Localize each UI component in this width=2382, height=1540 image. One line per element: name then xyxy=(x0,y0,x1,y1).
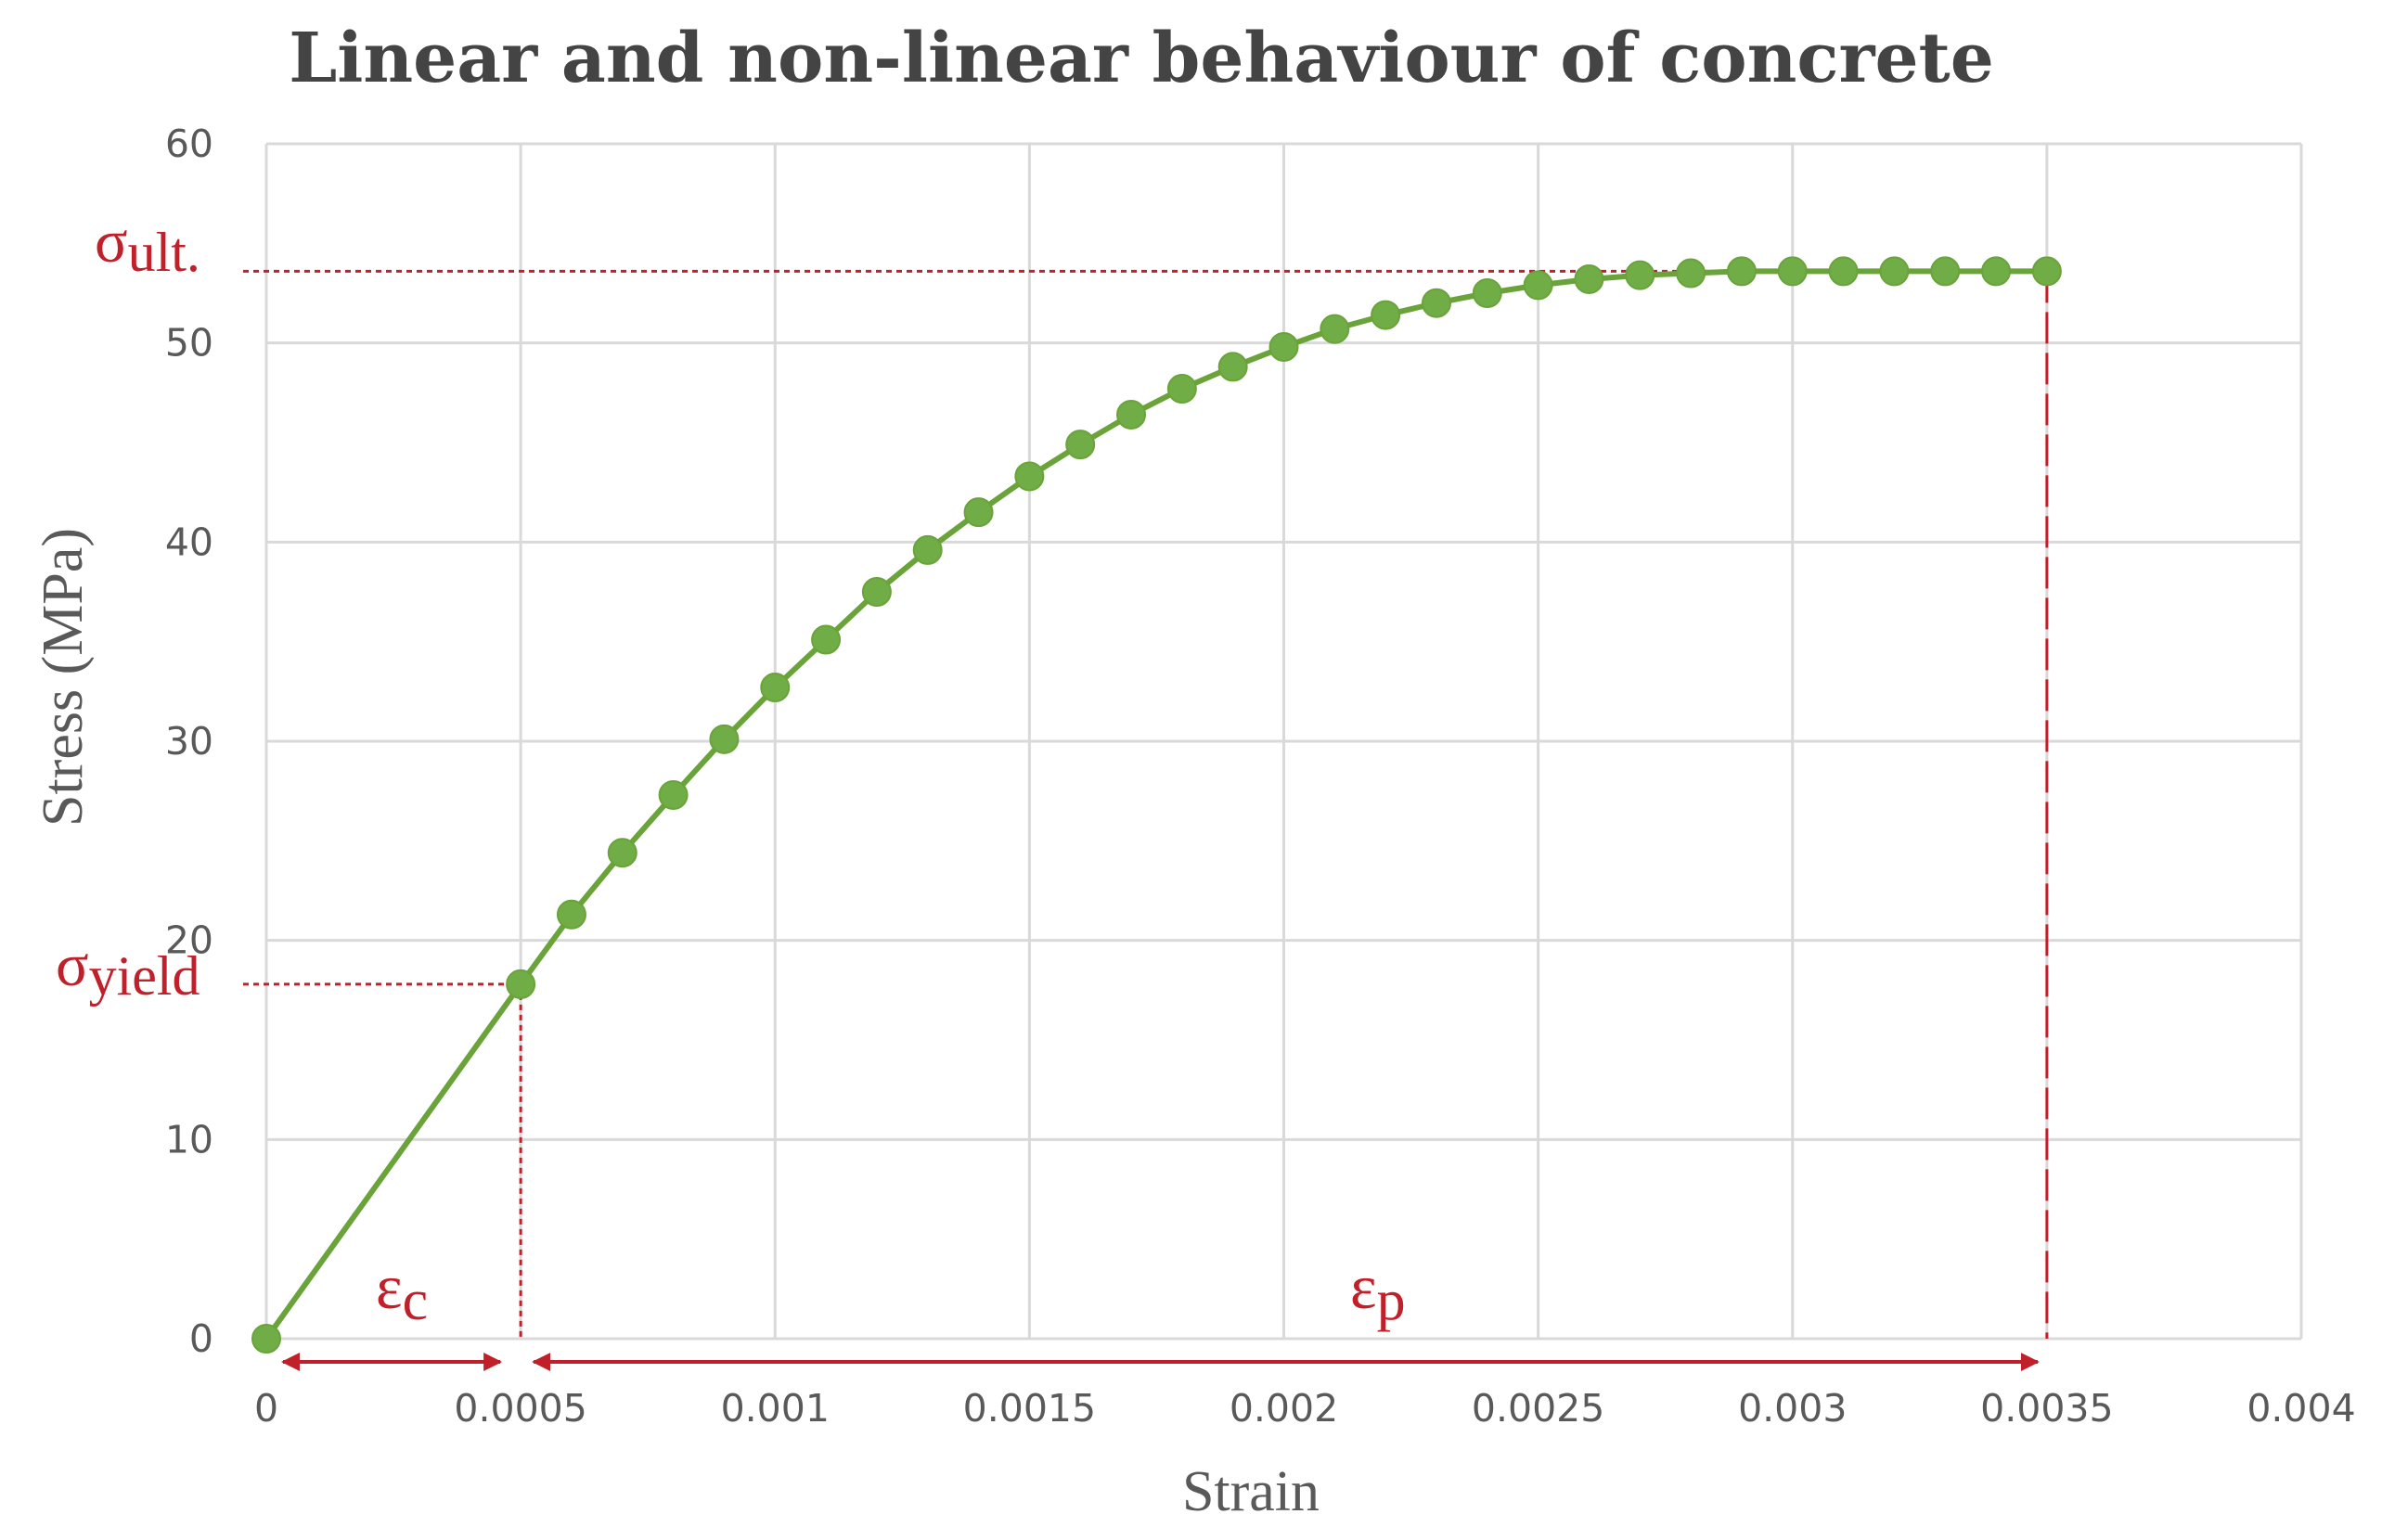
data-point xyxy=(861,577,892,607)
data-point xyxy=(1421,288,1451,318)
sigma-ult-label: σult. xyxy=(95,208,200,283)
data-point xyxy=(1676,258,1706,289)
epsilon-c-label-symbol: ε xyxy=(376,1251,403,1322)
data-point xyxy=(1523,270,1553,301)
x-tick-label: 0.004 xyxy=(2247,1386,2355,1431)
y-tick-label: 30 xyxy=(165,719,213,764)
x-tick-label: 0 xyxy=(254,1386,278,1431)
data-point xyxy=(1879,256,1910,287)
data-point xyxy=(1472,278,1502,308)
data-point xyxy=(1065,430,1096,460)
data-point xyxy=(506,969,536,999)
y-axis-title: Stress (MPa) xyxy=(32,528,95,827)
y-tick-label: 0 xyxy=(189,1316,213,1361)
sigma-ult-label-subscript: ult. xyxy=(128,222,200,283)
data-point xyxy=(709,724,740,754)
chart-title: Linear and non-linear behaviour of concr… xyxy=(289,19,1994,98)
sigma-yield-label: σyield xyxy=(56,931,200,1007)
x-axis-title: Strain xyxy=(1182,1460,1320,1523)
data-point xyxy=(1981,256,2012,287)
data-point xyxy=(1777,256,1808,287)
sigma-yield-label-subscript: yield xyxy=(89,945,200,1007)
epsilon-c-label-subscript: c xyxy=(403,1269,429,1332)
data-point xyxy=(2031,256,2062,287)
reference-lines xyxy=(243,269,2049,1339)
x-tick-labels: 0 0.0005 0.001 0.0015 0.002 0.0025 0.003 0.0035… xyxy=(254,1386,2356,1431)
x-tick-label: 0.001 xyxy=(721,1386,830,1431)
gridlines xyxy=(264,142,2303,1341)
x-tick-label: 0.0025 xyxy=(1472,1386,1604,1431)
data-point xyxy=(1574,263,1604,294)
epsilon-p-label-symbol: ε xyxy=(1350,1251,1377,1322)
data-point xyxy=(912,534,943,565)
data-point xyxy=(1625,260,1655,290)
x-tick-label: 0.002 xyxy=(1230,1386,1338,1431)
y-tick-label: 10 xyxy=(165,1117,213,1161)
data-point xyxy=(760,673,791,703)
y-tick-label: 50 xyxy=(165,321,213,366)
sigma-ult-label-symbol: σ xyxy=(95,208,128,276)
y-tick-labels: 0 10 20 30 40 50 60 xyxy=(165,122,213,1361)
sigma-yield-label-symbol: σ xyxy=(56,931,89,999)
data-point xyxy=(1217,352,1248,382)
data-point xyxy=(1166,374,1197,404)
epsilon-c-label: εc xyxy=(376,1251,428,1332)
x-tick-label: 0.0035 xyxy=(1980,1386,2113,1431)
data-point xyxy=(251,1324,281,1354)
data-point xyxy=(1930,256,1961,287)
x-tick-label: 0.0015 xyxy=(963,1386,1096,1431)
epsilon-p-label: εp xyxy=(1350,1251,1406,1332)
y-tick-label: 40 xyxy=(165,520,213,564)
data-point xyxy=(1828,256,1859,287)
data-point xyxy=(1320,314,1350,344)
x-tick-label: 0.0005 xyxy=(454,1386,586,1431)
y-tick-label: 20 xyxy=(165,918,213,963)
data-point xyxy=(963,497,994,528)
data-point xyxy=(1116,399,1147,430)
series-line xyxy=(264,268,2047,1341)
data-point xyxy=(811,624,842,655)
data-point xyxy=(607,838,637,868)
data-series xyxy=(251,256,2062,1354)
epsilon-p-label-subscript: p xyxy=(1377,1269,1406,1332)
y-tick-label: 60 xyxy=(165,122,213,166)
data-point xyxy=(658,779,689,810)
data-point xyxy=(1268,331,1299,362)
x-tick-label: 0.003 xyxy=(1738,1386,1847,1431)
data-point xyxy=(1371,300,1401,330)
data-point xyxy=(1726,256,1757,287)
data-point xyxy=(556,899,586,930)
data-point xyxy=(1014,461,1045,492)
